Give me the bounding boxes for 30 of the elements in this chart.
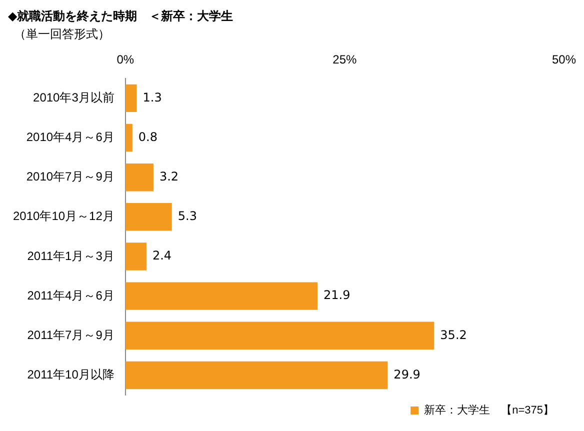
data-label: 0.8 bbox=[138, 130, 158, 144]
bar bbox=[125, 124, 132, 152]
y-tick-label: 2010年10月～12月 bbox=[13, 209, 114, 224]
bar bbox=[125, 203, 172, 231]
y-tick-label: 2011年1月～3月 bbox=[27, 248, 114, 263]
data-label: 35.2 bbox=[440, 328, 467, 342]
data-label: 5.3 bbox=[178, 209, 197, 224]
y-tick-label: 2010年7月～9月 bbox=[26, 170, 114, 184]
x-tick-label: 50% bbox=[552, 52, 576, 67]
bar bbox=[125, 84, 137, 112]
data-label: 3.2 bbox=[159, 169, 179, 184]
bar bbox=[125, 282, 318, 310]
bar bbox=[125, 163, 154, 192]
data-label: 21.9 bbox=[324, 288, 350, 302]
y-tick-label: 2011年4月～6月 bbox=[27, 288, 114, 302]
chart-title: ◆就職活動を終えた時期 ＜新卒：大学生 bbox=[8, 8, 234, 25]
x-tick-label: 0% bbox=[116, 52, 134, 67]
y-tick-label: 2010年3月以前 bbox=[33, 90, 114, 104]
chart-subtitle: （単一回答形式） bbox=[14, 26, 110, 43]
x-tick-label: 25% bbox=[332, 52, 358, 67]
bar bbox=[125, 361, 388, 390]
bar bbox=[125, 242, 146, 270]
data-label: 1.3 bbox=[142, 90, 162, 104]
legend-label: 新卒：大学生 【n=375】 bbox=[424, 404, 554, 417]
bar bbox=[125, 322, 434, 350]
y-tick-label: 2011年10月以降 bbox=[27, 368, 114, 382]
data-label: 29.9 bbox=[394, 367, 420, 382]
data-label: 2.4 bbox=[152, 248, 172, 263]
y-tick-label: 2010年4月～6月 bbox=[26, 130, 114, 144]
y-tick-label: 2011年7月～9月 bbox=[27, 328, 114, 342]
